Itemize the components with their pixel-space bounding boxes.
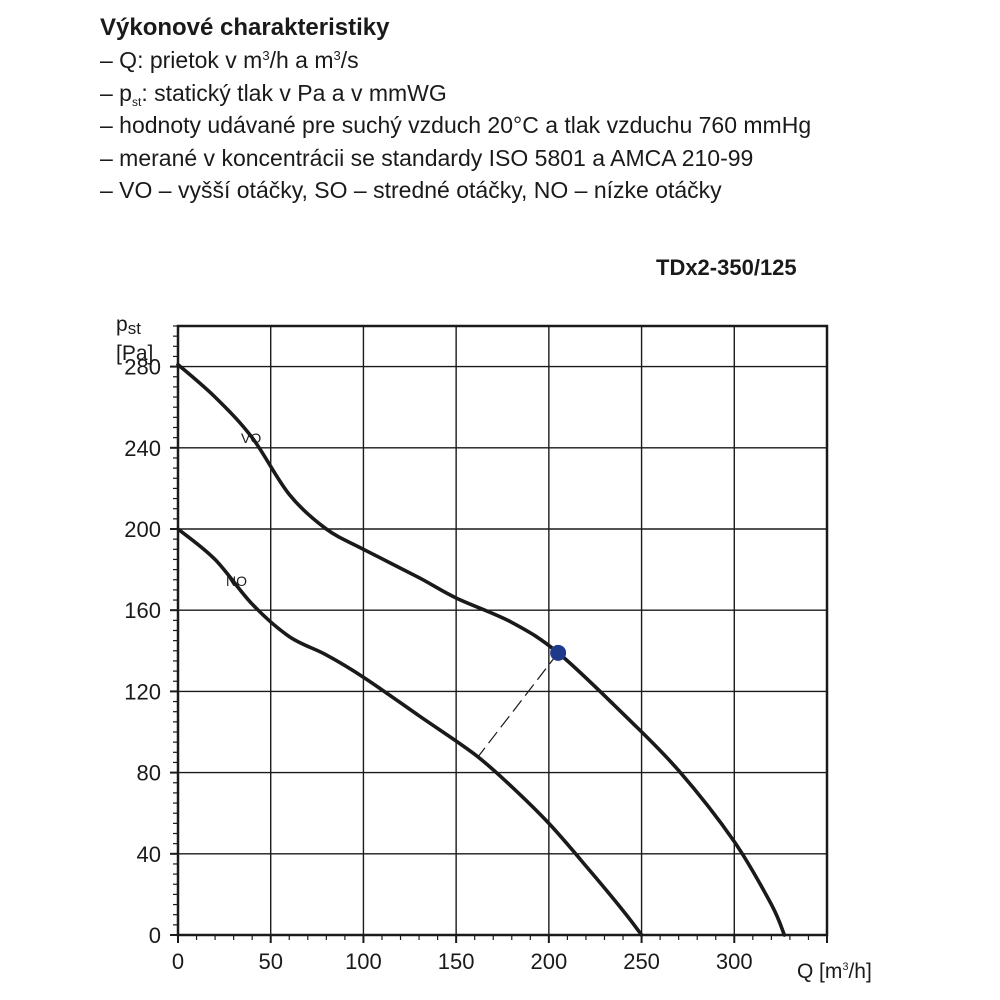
model-name: TDx2-350/125 [656,255,797,280]
legend-line-pressure: – pst: statický tlak v Pa a v mmWG [100,77,960,110]
curve-vo [176,362,787,937]
line-flow-sup2: 3 [333,48,341,63]
y-tick-label: 200 [124,517,161,542]
line-pressure-post: : statický tlak v Pa a v mmWG [141,79,447,106]
x-tick-label: 100 [345,949,382,974]
x-tick-label: 200 [530,949,567,974]
x-tick-label: 0 [172,949,184,974]
page-title: Výkonové charakteristiky [100,14,390,41]
legend-line-speeds: – VO – vyšší otáčky, SO – stredné otáčky… [100,177,722,203]
x-tick-label: 50 [258,949,282,974]
legend-line-conditions: – hodnoty udávané pre suchý vzduch 20°C … [100,112,812,138]
line-flow-pre: – Q: prietok v m [100,47,263,73]
line-pressure-sub: st [131,94,142,109]
dashed-connector [477,652,559,757]
header: Výkonové charakteristiky – Q: prietok v … [100,12,960,207]
y-tick-label: 240 [124,436,161,461]
series-label-no: NO [226,573,247,589]
line-flow-post: /s [340,47,359,73]
legend-line-standards: – merané v koncentrácii se standardy ISO… [100,144,754,171]
y-tick-label: 280 [124,355,161,380]
y-tick-label: 80 [137,761,161,786]
y-tick-label: 40 [137,842,161,867]
line-pressure-pre: – p [100,79,132,106]
line-flow-mid: /h a m [269,47,334,73]
x-tick-label: 250 [623,949,660,974]
legend-line-flow: – Q: prietok v m3/h a m3/s [100,44,960,77]
plot-frame [176,324,829,937]
x-tick-label: 300 [716,949,753,974]
y-tick-label: 160 [124,598,161,623]
line-flow-sup1: 3 [262,48,270,63]
y-tick-label: 0 [149,923,161,948]
curve-no [176,527,644,937]
operating-point [550,644,567,661]
x-axis-unit: [m3/h] [819,960,872,983]
y-tick-label: 120 [124,679,161,704]
x-axis-label: Q [797,960,813,983]
x-tick-label: 150 [438,949,475,974]
y-axis-unit: [Pa] [116,342,153,365]
series-label-vo: VO [241,430,261,446]
y-axis-label: pst [116,313,141,338]
